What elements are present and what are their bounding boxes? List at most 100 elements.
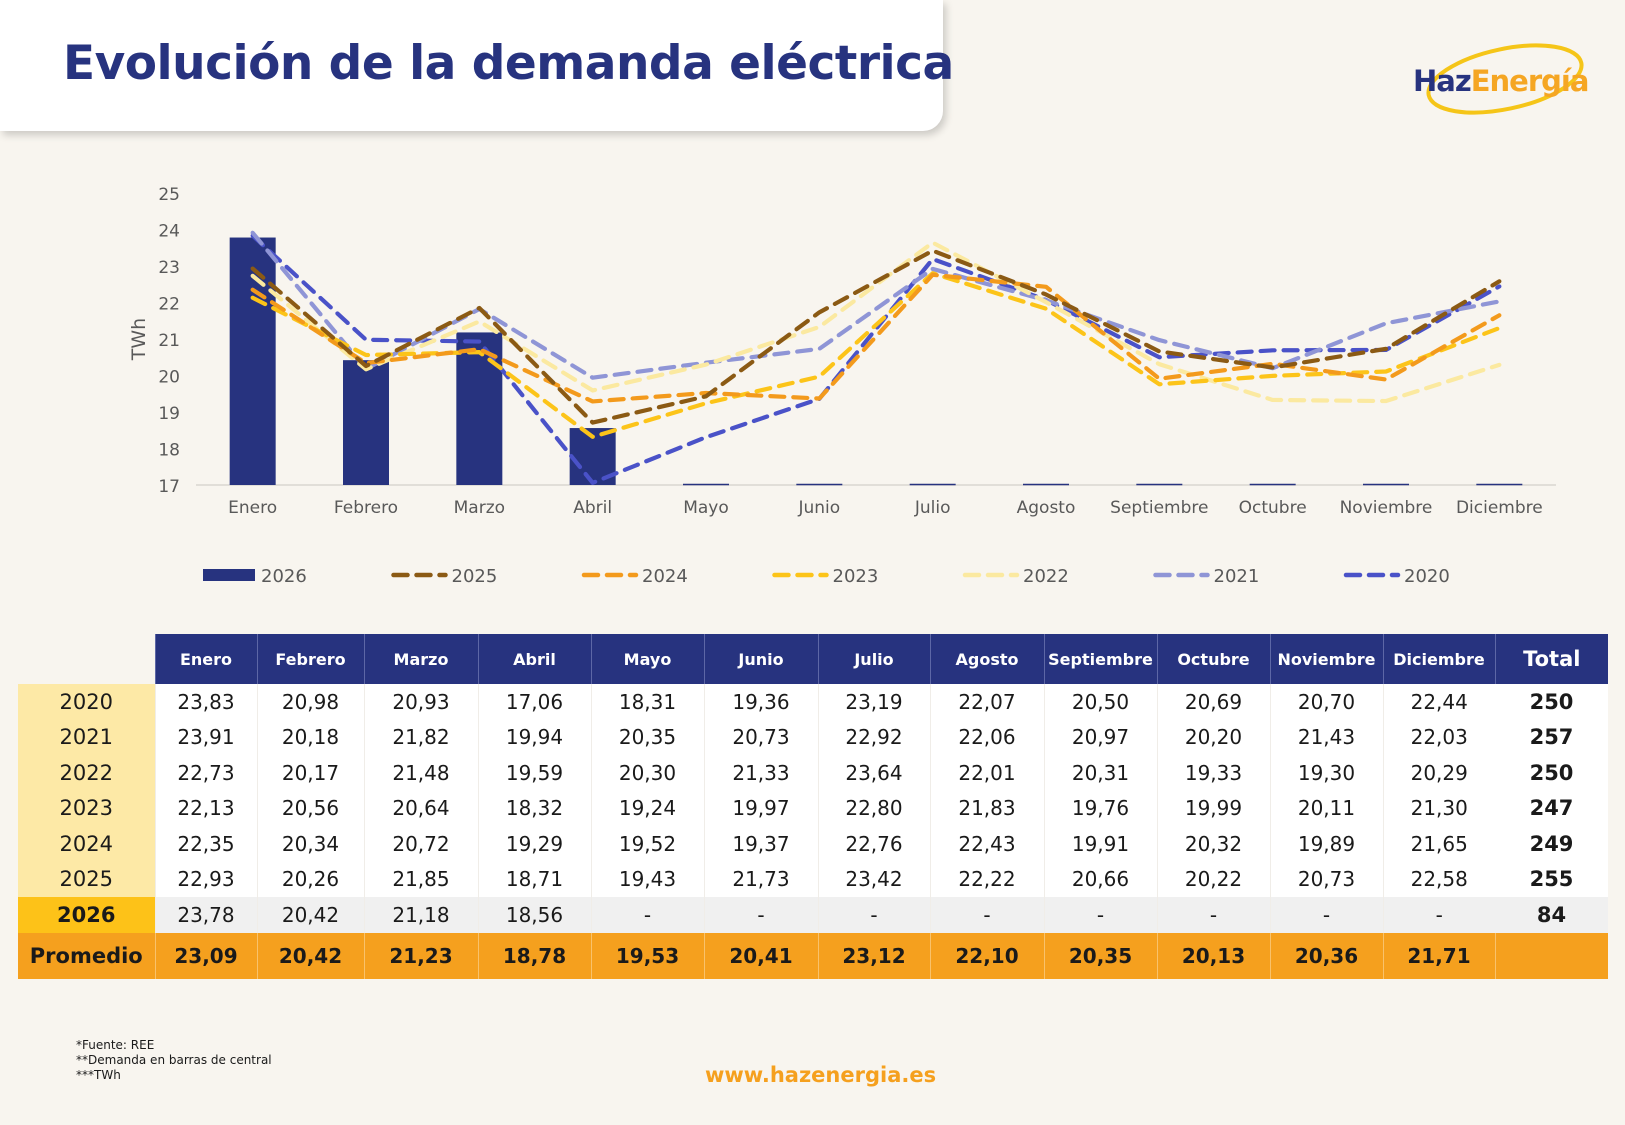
title-card: Evolución de la demanda eléctrica (0, 0, 954, 131)
legend-label-2024: 2024 (642, 566, 688, 587)
footnotes: *Fuente: REE **Demanda en barras de cent… (76, 1038, 272, 1083)
row-total: 84 (1495, 897, 1608, 933)
table-cell: 22,93 (154, 861, 257, 897)
table-cell: 20,98 (256, 684, 364, 720)
row-label: Promedio (18, 932, 155, 979)
column-header: Febrero (256, 634, 364, 684)
table-cell: 19,59 (477, 755, 591, 791)
table-cell: 20,64 (363, 790, 478, 826)
column-header: Mayo (590, 634, 704, 684)
table-cell: 22,76 (817, 826, 930, 862)
x-tick-label: Agosto (1017, 498, 1076, 518)
footnote-demand: **Demanda en barras de central (76, 1053, 272, 1067)
table-cell: 20,42 (256, 897, 364, 933)
table-cell: 20,56 (256, 790, 364, 826)
column-header: Diciembre (1382, 634, 1495, 684)
y-tick-label: 25 (158, 185, 180, 205)
table-cell: 23,42 (817, 861, 930, 897)
column-header: Septiembre (1043, 634, 1157, 684)
table-cell: - (1382, 897, 1495, 933)
demand-table: Enero Febrero Marzo Abril Mayo Junio Julio Agos… (18, 634, 1608, 979)
table-cell: 22,03 (1382, 719, 1495, 755)
table-cell: 19,29 (477, 826, 591, 862)
bar-2026 (343, 360, 389, 485)
row-total: 255 (1495, 861, 1608, 897)
x-tick-label: Diciembre (1456, 498, 1543, 518)
table-row-2023: 2023 22,13 20,56 20,64 18,32 19,24 19,97 22,80 2… (18, 790, 1608, 826)
table-cell: 21,43 (1269, 719, 1383, 755)
table-cell: 19,52 (590, 826, 704, 862)
column-header: Junio (703, 634, 818, 684)
legend-swatch-2026 (203, 569, 255, 581)
table-row-2024: 2024 22,35 20,34 20,72 19,29 19,52 19,37 22,76 2… (18, 826, 1608, 862)
y-tick-label: 20 (158, 368, 180, 388)
table-cell: 19,53 (590, 932, 704, 979)
x-tick-label: Julio (914, 498, 951, 518)
row-total (1494, 932, 1608, 979)
table-cell: 20,36 (1269, 932, 1383, 979)
column-header: Marzo (363, 634, 478, 684)
y-tick-label: 18 (158, 441, 180, 461)
table-cell: 21,85 (363, 861, 478, 897)
table-cell: 19,89 (1269, 826, 1383, 862)
table-row-2025: 2025 22,93 20,26 21,85 18,71 19,43 21,73 23,42 2… (18, 861, 1608, 897)
y-tick-label: 22 (158, 295, 180, 315)
table-row-2021: 2021 23,91 20,18 21,82 19,94 20,35 20,73 22,92 2… (18, 719, 1608, 755)
table-cell: 20,11 (1269, 790, 1383, 826)
table-row-2026: 2026 23,78 20,42 21,18 18,56- - - - - - - -84 (18, 897, 1608, 933)
table-cell: 21,65 (1382, 826, 1495, 862)
footnote-unit: ***TWh (76, 1068, 121, 1082)
row-label: 2025 (18, 861, 155, 897)
table-cell: 20,72 (363, 826, 478, 862)
table-cell: 23,91 (154, 719, 257, 755)
table-cell: 22,44 (1382, 684, 1495, 720)
y-tick-label: 21 (158, 331, 180, 351)
table-row-2022: 2022 22,73 20,17 21,48 19,59 20,30 21,33 23,64 2… (18, 755, 1608, 791)
table-body: 2020 23,83 20,98 20,93 17,06 18,31 19,36 23,19 2… (18, 684, 1608, 979)
table-cell: 20,70 (1269, 684, 1383, 720)
table-cell: 20,26 (256, 861, 364, 897)
table-cell: 21,83 (929, 790, 1044, 826)
table-cell: 19,33 (1156, 755, 1270, 791)
legend-label-2026: 2026 (261, 566, 307, 587)
row-total: 250 (1495, 684, 1608, 720)
column-header: Enero (154, 634, 257, 684)
table-cell: 21,33 (703, 755, 818, 791)
legend-label-2025: 2025 (452, 566, 498, 587)
y-tick-label: 24 (158, 222, 180, 242)
table-cell: 21,73 (703, 861, 818, 897)
table-cell: 20,22 (1156, 861, 1270, 897)
table-cell: 23,64 (817, 755, 930, 791)
table-cell: 20,50 (1043, 684, 1157, 720)
y-axis-label: TWh (128, 318, 150, 361)
legend-label-2020: 2020 (1404, 566, 1450, 587)
table-corner (18, 634, 155, 684)
table-cell: 20,73 (703, 719, 818, 755)
table-cell: 20,66 (1043, 861, 1157, 897)
table-cell: - (1269, 897, 1383, 933)
column-header: Noviembre (1269, 634, 1383, 684)
table-row-average: Promedio 23,09 20,42 21,23 18,78 19,53 20,41 23… (18, 932, 1608, 979)
table-cell: 22,13 (154, 790, 257, 826)
table-cell: 20,29 (1382, 755, 1495, 791)
table-cell: 18,32 (477, 790, 591, 826)
row-total: 250 (1495, 755, 1608, 791)
column-header: Julio (817, 634, 930, 684)
row-label: 2024 (18, 826, 155, 862)
x-tick-label: Junio (797, 498, 840, 518)
table-cell: - (1156, 897, 1270, 933)
table-cell: 19,99 (1156, 790, 1270, 826)
table-cell: 20,20 (1156, 719, 1270, 755)
table-cell: 19,43 (590, 861, 704, 897)
hazenergia-logo: HazEnergía (1405, 36, 1589, 126)
row-total: 257 (1495, 719, 1608, 755)
row-total: 249 (1495, 826, 1608, 862)
table-cell: 20,13 (1156, 932, 1270, 979)
row-label: 2023 (18, 790, 155, 826)
table-cell: 20,93 (363, 684, 478, 720)
table-cell: 20,35 (1043, 932, 1157, 979)
table-cell: - (703, 897, 818, 933)
website-link[interactable]: www.hazenergia.es (705, 1063, 937, 1087)
row-label: 2021 (18, 719, 155, 755)
table-cell: 22,92 (817, 719, 930, 755)
